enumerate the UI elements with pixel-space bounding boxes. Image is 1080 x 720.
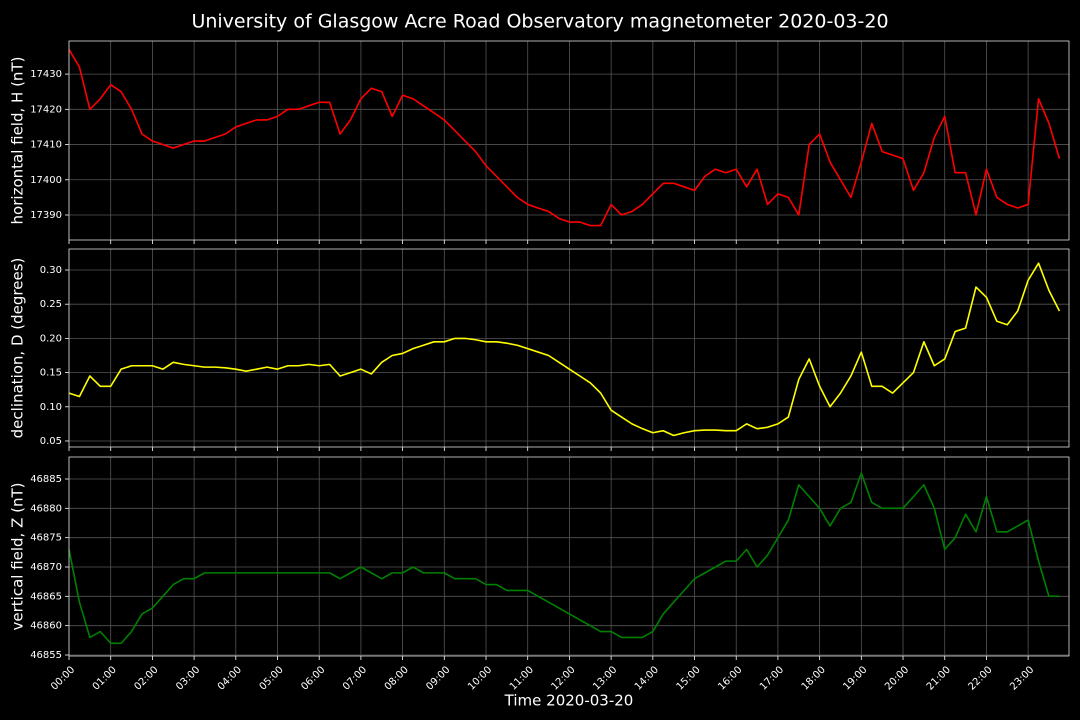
data-line [68, 472, 1060, 645]
y-tick-label: 0.20 [40, 333, 62, 344]
y-tick-label: 0.25 [40, 299, 62, 310]
y-axis-label: vertical field, Z (nT) [9, 482, 27, 630]
y-tick-label: 46875 [30, 533, 62, 544]
y-tick-label: 17390 [30, 210, 62, 221]
plot-area [69, 41, 1069, 240]
plot-area [69, 249, 1069, 447]
y-tick-label: 46860 [30, 621, 62, 632]
y-axis-label: horizontal field, H (nT) [9, 57, 27, 225]
y-tick-label: 46870 [30, 562, 62, 573]
y-tick-label: 46855 [30, 650, 62, 661]
y-tick-label: 0.30 [40, 265, 62, 276]
y-axis-label: declination, D (degrees) [9, 258, 27, 439]
plot-area [69, 457, 1069, 656]
chart-title: University of Glasgow Acre Road Observat… [191, 11, 888, 33]
y-tick-label: 17410 [30, 140, 62, 151]
axes-frame [68, 40, 1070, 241]
y-tick-label: 46885 [30, 474, 62, 485]
axes-frame [68, 248, 1070, 448]
data-line [68, 49, 1061, 227]
y-tick-label: 0.10 [40, 402, 62, 413]
y-tick-label: 17430 [30, 69, 62, 80]
y-tick-label: 46865 [30, 591, 62, 602]
y-tick-label: 0.15 [40, 368, 62, 379]
y-tick-label: 17400 [30, 175, 62, 186]
data-line [68, 262, 1061, 437]
y-tick-label: 17420 [30, 104, 62, 115]
y-tick-label: 46880 [30, 503, 62, 514]
x-axis-label: Time 2020-03-20 [504, 692, 634, 710]
axes-frame [68, 456, 1070, 657]
y-tick-label: 0.05 [40, 436, 62, 447]
